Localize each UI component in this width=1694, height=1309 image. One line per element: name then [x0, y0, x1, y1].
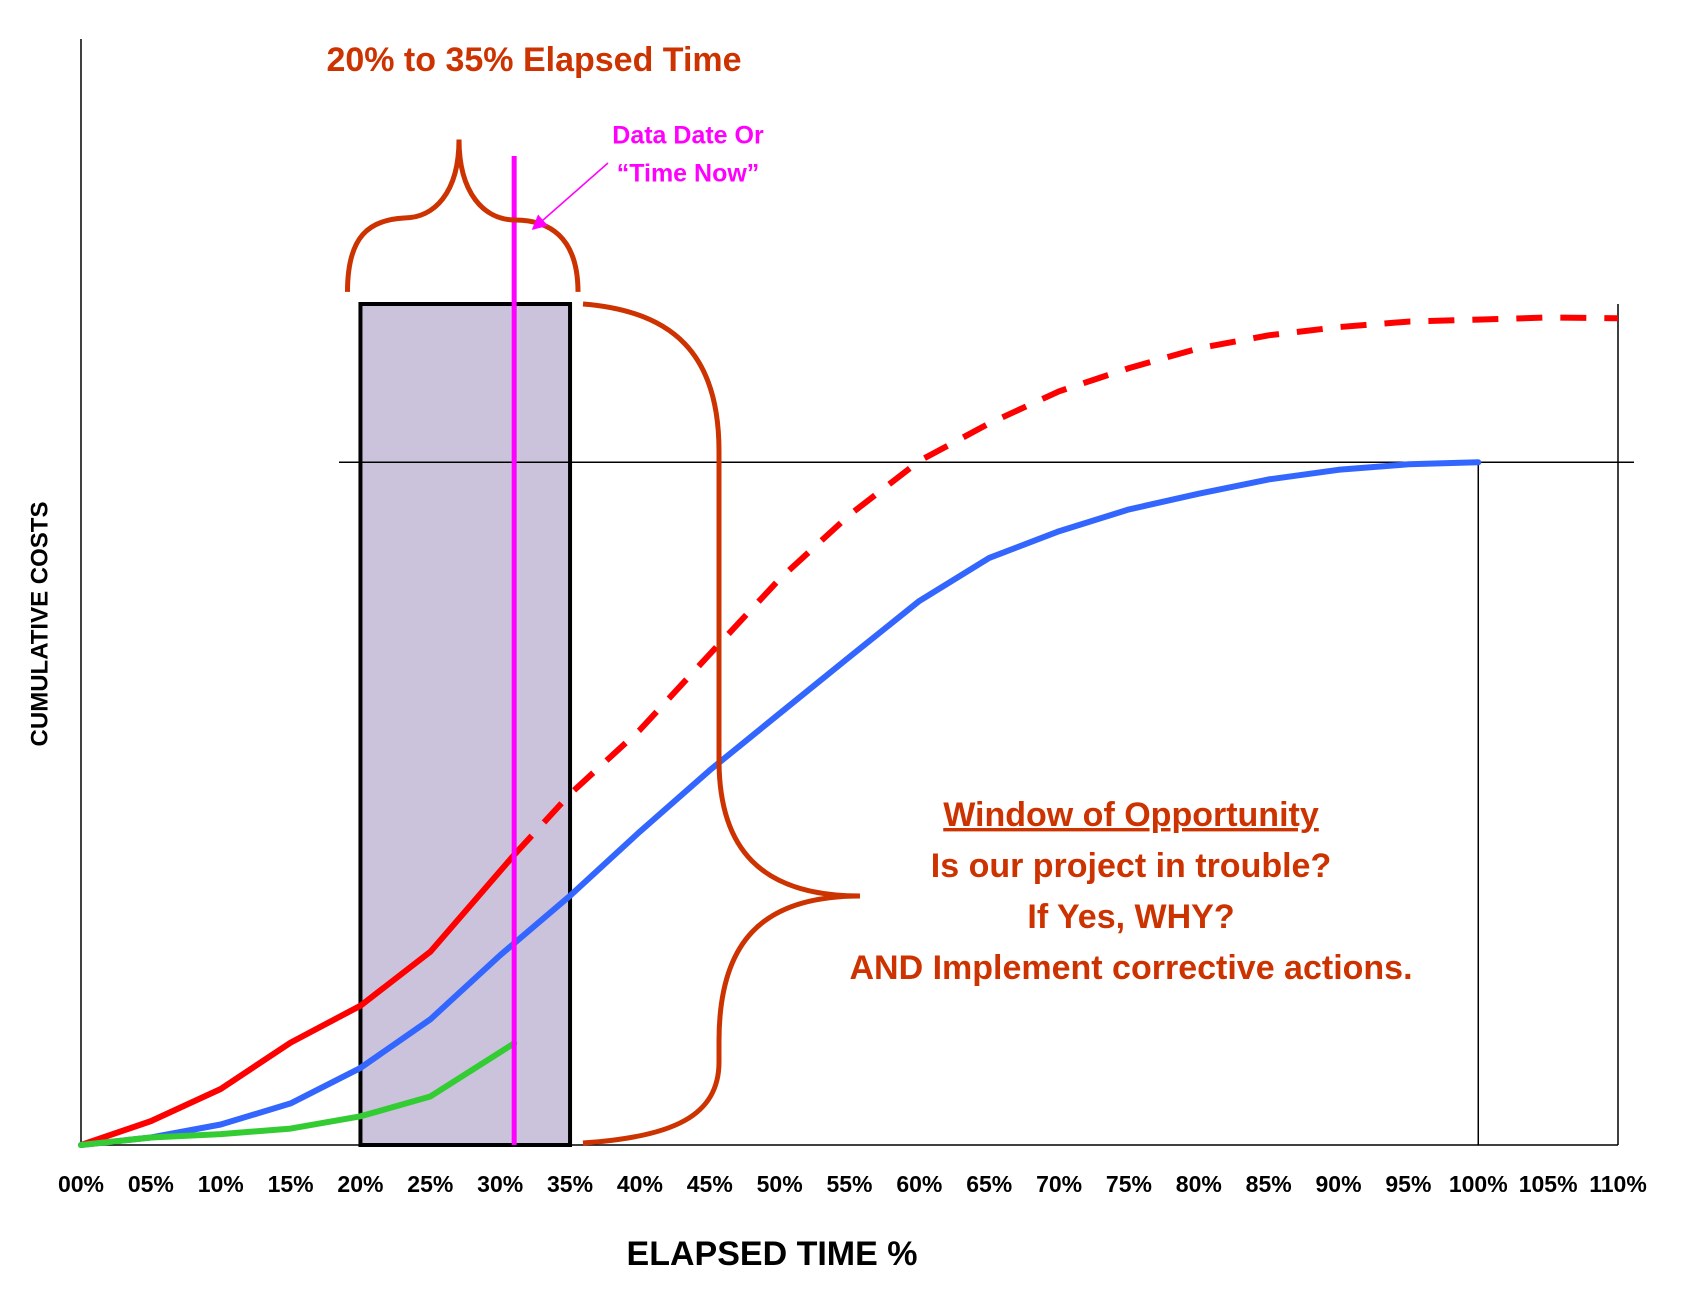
annotation: AND Implement corrective actions.: [849, 949, 1412, 987]
x-tick-label: 95%: [1385, 1171, 1431, 1197]
x-tick-label: 35%: [547, 1171, 593, 1197]
top-brace: [345, 139, 581, 292]
x-tick-label: 25%: [407, 1171, 453, 1197]
x-tick-label: 60%: [896, 1171, 942, 1197]
x-tick-label: 30%: [477, 1171, 523, 1197]
annotation: If Yes, WHY?: [1027, 898, 1234, 936]
x-tick-label: 00%: [58, 1171, 104, 1197]
x-tick-label: 15%: [268, 1171, 314, 1197]
x-tick-label: 100%: [1449, 1171, 1508, 1197]
x-tick-label: 20%: [337, 1171, 383, 1197]
series-line: [511, 314, 1619, 857]
x-tick-label: 105%: [1519, 1171, 1578, 1197]
x-tick-label: 70%: [1036, 1171, 1082, 1197]
series-line: [78, 1040, 518, 1148]
plot-underlay: [78, 39, 1634, 1148]
x-axis-label: ELAPSED TIME %: [627, 1235, 918, 1273]
annotation-heading: Window of Opportunity: [943, 796, 1319, 834]
side-brace: [582, 301, 861, 1146]
x-tick-label: 55%: [826, 1171, 872, 1197]
y-axis-label: CUMULATIVE COSTS: [26, 502, 53, 747]
x-tick-label: 110%: [1589, 1171, 1647, 1197]
x-tick-label: 40%: [617, 1171, 663, 1197]
annotation: Is our project in trouble?: [931, 847, 1331, 885]
x-tick-label: 85%: [1246, 1171, 1292, 1197]
data-date-label: “Time Now”: [617, 160, 760, 188]
x-tick-label: 05%: [128, 1171, 174, 1197]
x-tick-label: 45%: [687, 1171, 733, 1197]
x-tick-label: 10%: [198, 1171, 244, 1197]
highlight-window: [358, 302, 573, 1147]
x-tick-label: 80%: [1176, 1171, 1222, 1197]
x-tick-label: 65%: [966, 1171, 1012, 1197]
series-line: [78, 851, 518, 1148]
data-date-label: Data Date Or: [612, 122, 764, 150]
x-tick-label: 50%: [757, 1171, 803, 1197]
series-line: [78, 459, 1482, 1148]
x-tick-label: 75%: [1106, 1171, 1152, 1197]
x-tick-label: 90%: [1316, 1171, 1362, 1197]
chart-title: 20% to 35% Elapsed Time: [326, 41, 741, 79]
data-date-arrow: [531, 162, 609, 230]
